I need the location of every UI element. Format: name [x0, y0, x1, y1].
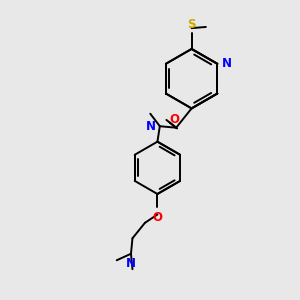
- Text: N: N: [222, 57, 232, 70]
- Text: O: O: [152, 211, 162, 224]
- Text: O: O: [169, 113, 179, 126]
- Text: N: N: [126, 257, 136, 270]
- Text: N: N: [146, 120, 156, 133]
- Text: S: S: [188, 18, 196, 32]
